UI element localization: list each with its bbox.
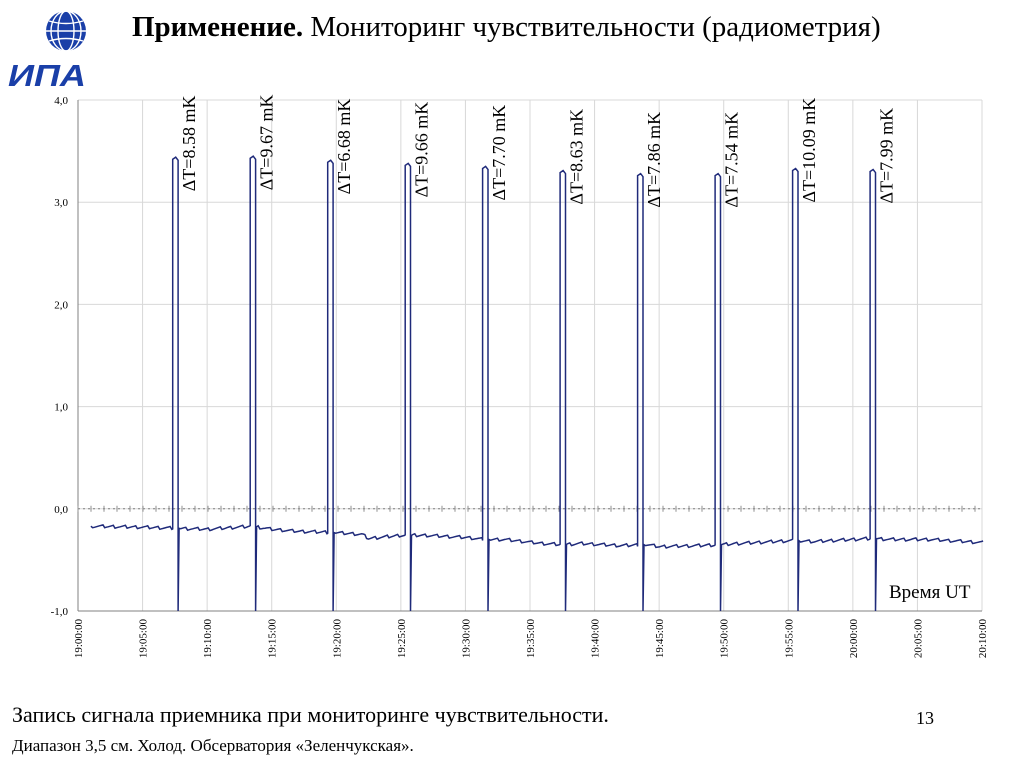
x-tick-label: 19:40:00 xyxy=(590,619,602,659)
grid xyxy=(77,99,983,612)
slide-title-bold: Применение. xyxy=(132,11,304,43)
x-tick-label: 19:30:00 xyxy=(460,619,472,659)
slide-title: Применение. Мониторинг чувствительности … xyxy=(132,10,881,44)
x-tick-label: 20:00:00 xyxy=(848,619,860,659)
pulse-label: ΔT=7.54 mK xyxy=(721,112,741,208)
x-tick-label: 19:45:00 xyxy=(654,619,666,659)
pulse-label: ΔT=8.58 mK xyxy=(179,96,199,192)
x-tick-label: 19:50:00 xyxy=(719,619,731,659)
x-tick-label: 19:05:00 xyxy=(138,619,150,659)
figure-caption: Запись сигнала приемника при мониторинге… xyxy=(12,702,609,727)
slide-title-rest: Мониторинг чувствительности (радиометрия… xyxy=(303,11,881,43)
series-signal xyxy=(90,155,984,612)
globe-icon xyxy=(46,10,86,52)
pulse-label: ΔT=10.09 mK xyxy=(799,98,819,203)
x-tick-label: 20:05:00 xyxy=(912,619,924,659)
x-tick-label: 19:25:00 xyxy=(396,619,408,659)
pulse-label: ΔT=8.63 mK xyxy=(567,109,587,205)
y-tick-label: 3,0 xyxy=(54,197,68,209)
page-number: 13 xyxy=(916,708,934,728)
signal-chart: -1,0 0,0 1,0 2,0 3,0 4,0 19:00:00 19:05:00 19:10… xyxy=(51,95,989,659)
y-tick-label: 2,0 xyxy=(54,299,68,311)
y-tick-label: 1,0 xyxy=(54,402,68,414)
x-axis-label: Время UT xyxy=(889,582,971,603)
pulse-label: ΔT=7.99 mK xyxy=(876,108,896,204)
figure-subcaption: Диапазон 3,5 см. Холод. Обсерватория «Зе… xyxy=(12,736,414,755)
x-tick-label: 20:10:00 xyxy=(977,619,989,659)
x-tick-label: 19:20:00 xyxy=(331,619,343,659)
pulse-label: ΔT=6.68 mK xyxy=(334,99,354,195)
x-tick-label: 19:35:00 xyxy=(525,619,537,659)
institute-logo: ИПА xyxy=(8,10,86,90)
logo-text: ИПА xyxy=(8,58,86,90)
signal-line xyxy=(90,155,984,612)
axes: -1,0 0,0 1,0 2,0 3,0 4,0 19:00:00 19:05:00 19:10… xyxy=(51,95,989,658)
pulse-label: ΔT=7.70 mK xyxy=(489,105,509,201)
x-tick-label: 19:00:00 xyxy=(73,619,85,659)
y-tick-label: -1,0 xyxy=(51,606,69,618)
y-tick-label: 4,0 xyxy=(54,95,68,107)
pulse-label: ΔT=7.86 mK xyxy=(644,112,664,208)
x-tick-label: 19:55:00 xyxy=(783,619,795,659)
y-tick-label: 0,0 xyxy=(54,504,68,516)
pulse-label: ΔT=9.67 mK xyxy=(257,95,277,191)
pulse-label: ΔT=9.66 mK xyxy=(412,102,432,198)
x-tick-label: 19:10:00 xyxy=(202,619,214,659)
pulse-labels: ΔT=8.58 mK ΔT=9.67 mK ΔT=6.68 mK ΔT=9.66 mK… xyxy=(179,95,896,208)
x-tick-label: 19:15:00 xyxy=(267,619,279,659)
